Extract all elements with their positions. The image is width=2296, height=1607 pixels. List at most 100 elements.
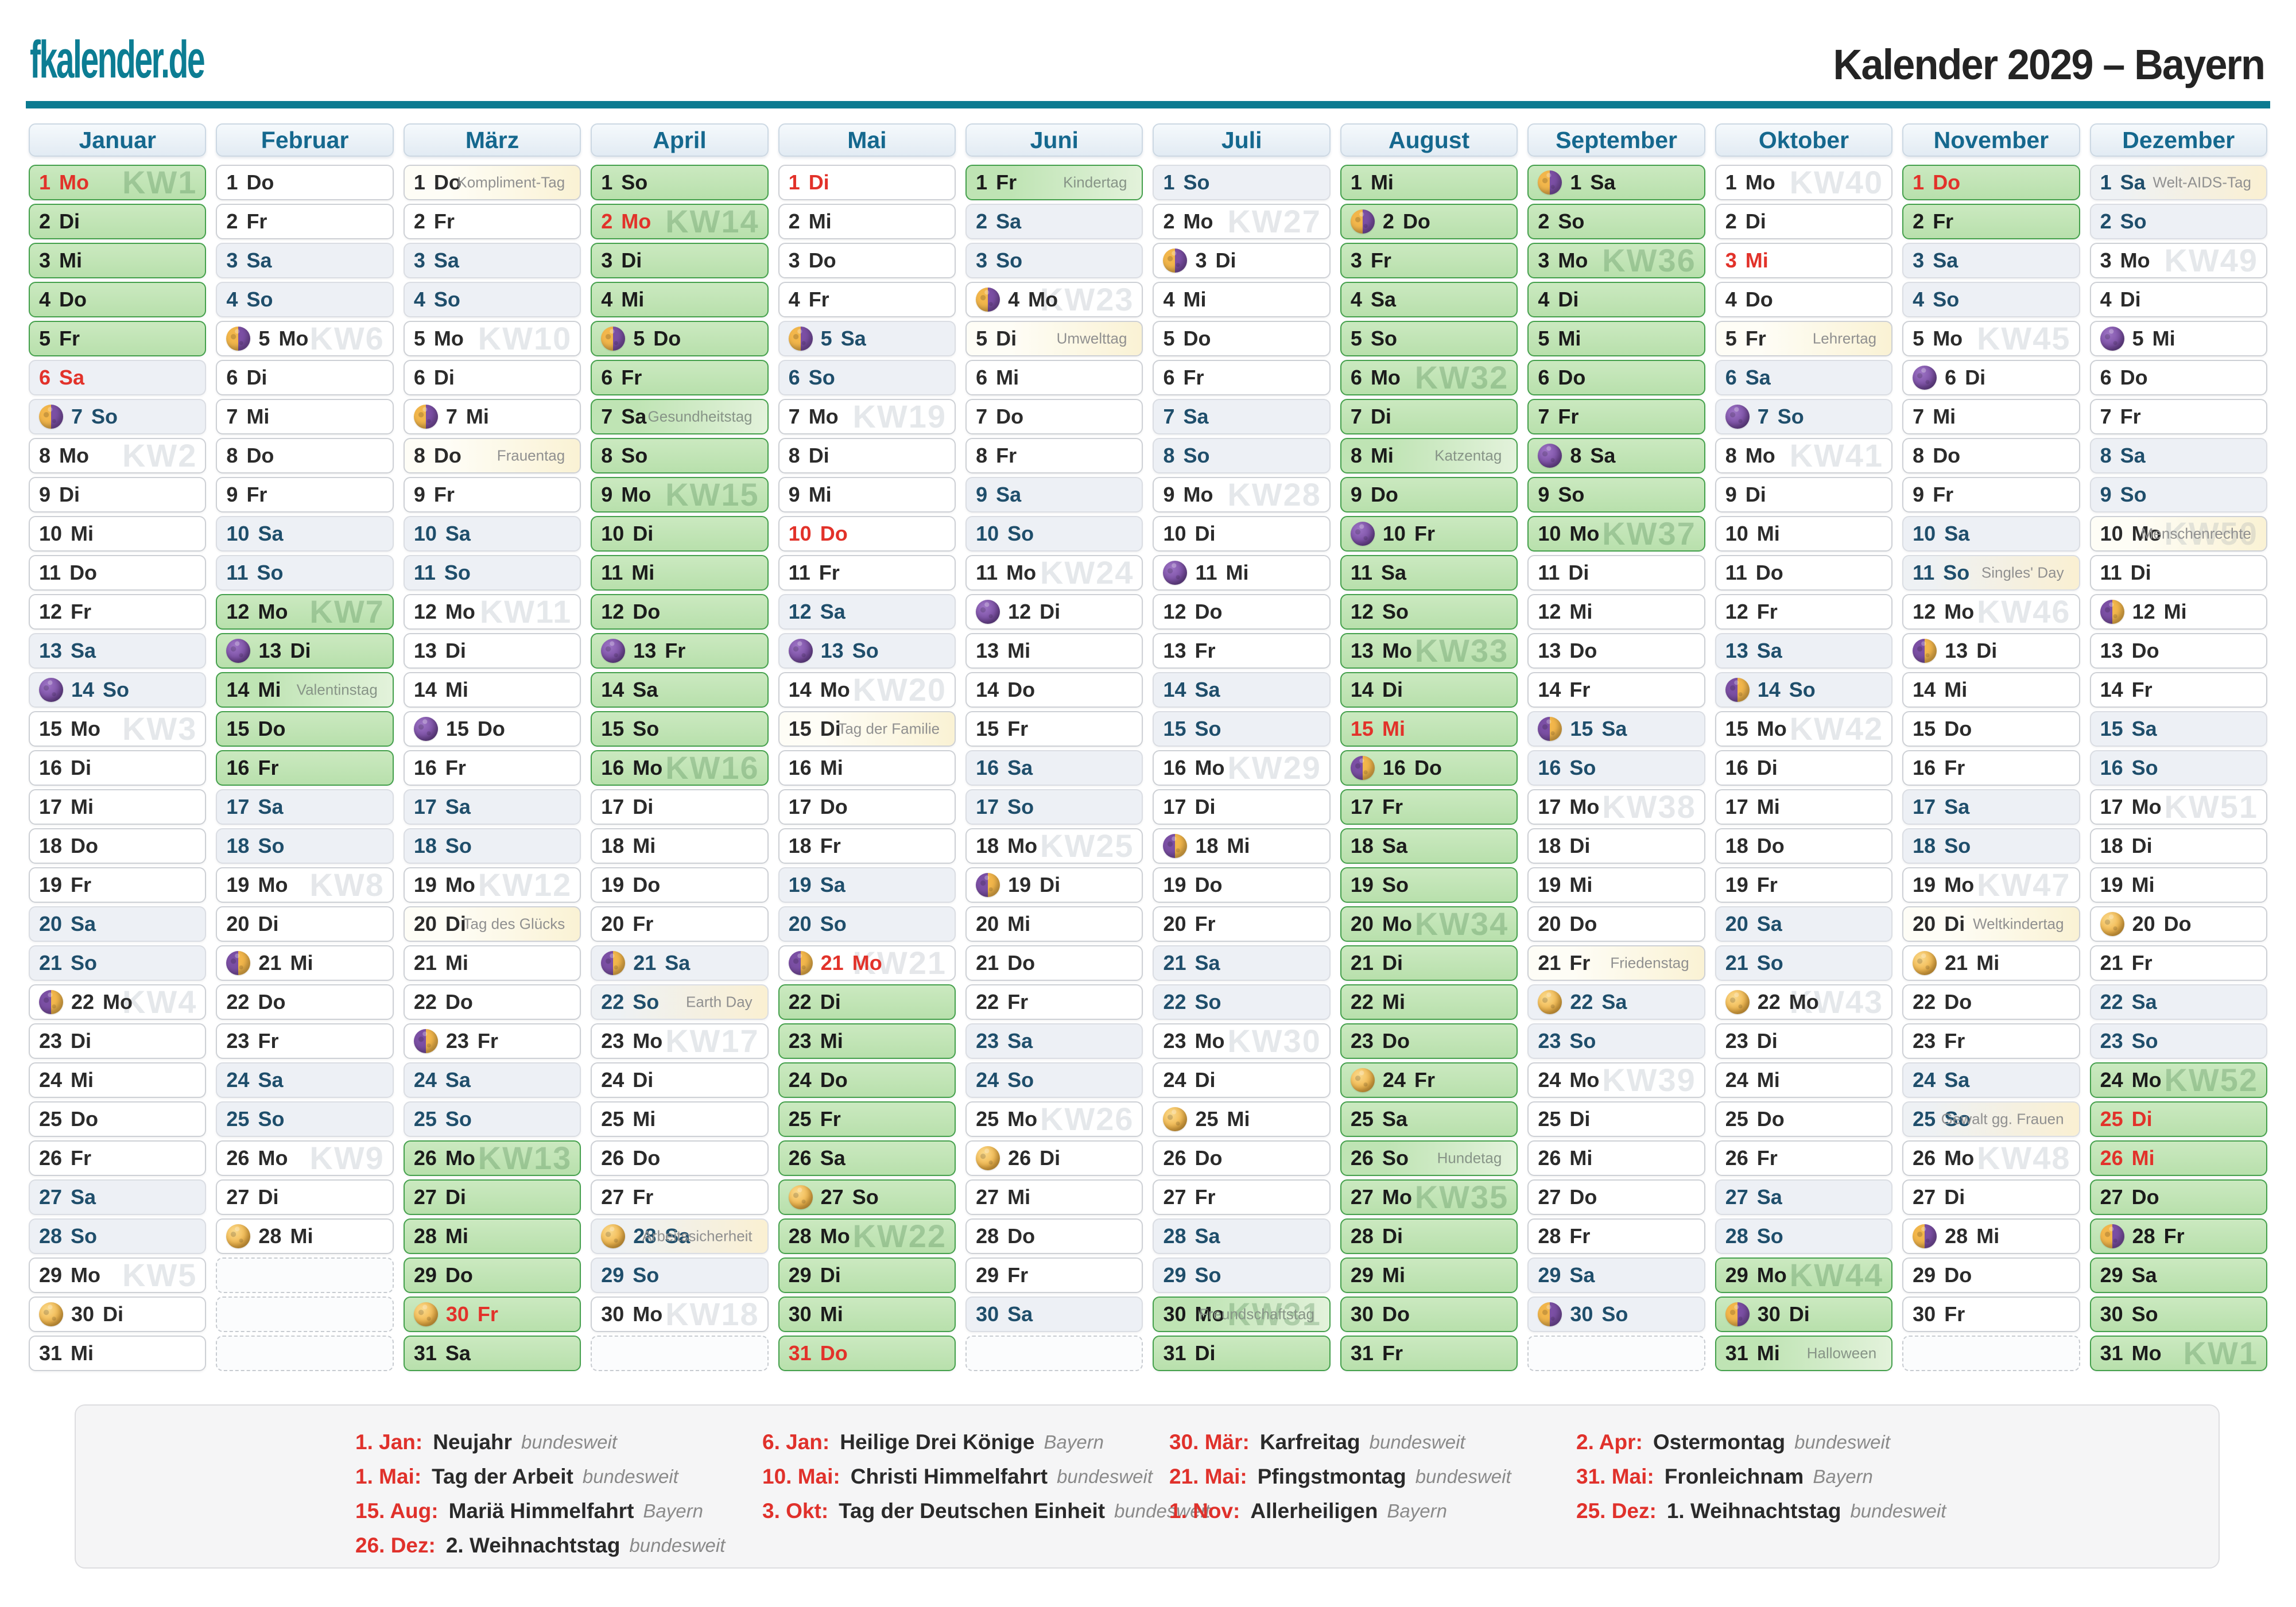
day-label: 15 So [1163, 717, 1221, 740]
day-label: 5 Fr [1725, 327, 1766, 350]
day-cell: 8 Fr [965, 438, 1143, 473]
day-cell: KW29 16 Mo [1153, 750, 1331, 786]
day-cell: 24 Sa [216, 1062, 394, 1098]
day-label: 25 So [1913, 1107, 1971, 1131]
day-label: 11 Mi [1195, 561, 1249, 584]
day-cell: 7 Sa Gesundheitstag [591, 399, 769, 434]
site-logo[interactable]: fkalender.de [30, 30, 205, 89]
day-label: 31 Di [1163, 1341, 1216, 1365]
week-number-watermark: KW43 [1789, 984, 1884, 1020]
day-label: 3 Sa [226, 249, 272, 272]
day-label: 21 Fr [2100, 951, 2152, 975]
month-header-oktober: Oktober [1715, 123, 1893, 157]
day-cell: 17 Fr [1340, 789, 1518, 825]
month-header-februar: Februar [216, 123, 394, 157]
day-cell: KW2 8 Mo [29, 438, 207, 473]
day-label: 20 Di [226, 912, 279, 936]
day-cell: 7 Do [965, 399, 1143, 434]
day-cell: 13 So [778, 633, 956, 669]
week-number-watermark: KW1 [122, 165, 197, 200]
day-label: 5 Fr [39, 327, 80, 350]
day-label: 13 Fr [1163, 639, 1216, 662]
day-cell: 8 Sa [1527, 438, 1705, 473]
day-cell: 24 Mi [1715, 1062, 1893, 1098]
day-cell: 9 Fr [403, 477, 581, 513]
legend-region: bundesweit [582, 1466, 678, 1487]
day-label: 11 Di [2100, 561, 2151, 584]
page-title: Kalender 2029 – Bayern [1833, 41, 2266, 88]
day-label: 21 Di [1350, 951, 1403, 975]
day-label: 27 Fr [601, 1185, 654, 1209]
day-cell: 20 Do [1527, 906, 1705, 942]
day-label: 21 Do [976, 951, 1035, 975]
day-cell: KW43 22 Mo [1715, 984, 1893, 1020]
day-label: 25 So [226, 1107, 285, 1131]
day-cell: 12 Do [591, 594, 769, 630]
day-cell: KW10 5 Mo [403, 321, 581, 356]
day-cell: KW45 5 Mo [1902, 321, 2080, 356]
moon-first-quarter-icon [1350, 756, 1375, 780]
day-cell: 30 So [1527, 1297, 1705, 1332]
day-cell: 7 Mi [403, 399, 581, 434]
day-label: 14 So [1757, 678, 1816, 701]
legend-date: 21. Mai: [1169, 1465, 1247, 1488]
legend-region: bundesweit [1369, 1431, 1465, 1453]
day-cell: KW6 5 Mo [216, 321, 394, 356]
legend-holiday-name: Christi Himmelfahrt [850, 1465, 1048, 1488]
day-label: 14 Di [1350, 678, 1403, 701]
empty-day-slot [965, 1336, 1143, 1371]
day-label: 26 Fr [1725, 1146, 1778, 1170]
day-cell: 8 Mi Katzentag [1340, 438, 1518, 473]
day-label: 25 Di [1538, 1107, 1591, 1131]
day-note-label: Freundschaftstag [1199, 1305, 1314, 1323]
day-label: 2 Di [39, 209, 80, 233]
day-cell: 21 Mi [403, 945, 581, 981]
week-number-watermark: KW46 [1976, 594, 2071, 630]
moon-new-icon [39, 678, 63, 702]
day-label: 13 Mi [976, 639, 1031, 662]
month-column-oktober: Oktober KW40 1 Mo 2 Di 3 Mi 4 Do 5 Fr Lehrertag 6 Sa 7 S… [1715, 123, 1893, 1375]
day-label: 15 Sa [2100, 717, 2157, 740]
day-cell: 3 Fr [1340, 243, 1518, 278]
day-cell: 10 Sa [403, 516, 581, 552]
day-cell: 19 Do [1153, 867, 1331, 903]
day-cell: 22 Do [1902, 984, 2080, 1020]
week-number-watermark: KW32 [1414, 360, 1509, 395]
day-label: 21 Sa [1163, 951, 1220, 975]
day-cell: 11 Do [29, 555, 207, 591]
day-label: 28 Fr [2132, 1224, 2185, 1248]
day-cell: 12 Fr [1715, 594, 1893, 630]
day-label: 30 Di [1757, 1302, 1810, 1326]
day-cell: 10 Sa [216, 516, 394, 552]
day-cell: 14 Do [965, 672, 1143, 708]
day-label: 10 Fr [1382, 522, 1435, 545]
day-cell: KW51 17 Mo [2089, 789, 2267, 825]
day-label: 10 Do [788, 522, 848, 545]
day-cell: 12 Sa [778, 594, 956, 630]
day-label: 11 Sa [1350, 561, 1407, 584]
day-label: 29 Mi [1350, 1263, 1405, 1287]
day-cell: 11 So Singles' Day [1902, 555, 2080, 591]
day-cell: 29 Fr [965, 1257, 1143, 1293]
day-cell: 16 Sa [965, 750, 1143, 786]
day-cell: 9 Sa [965, 477, 1143, 513]
day-cell: 15 Di Tag der Familie [778, 711, 956, 747]
day-cell: 18 Mi [1153, 828, 1331, 864]
day-label: 17 Mi [39, 795, 94, 818]
day-cell: 24 Di [591, 1062, 769, 1098]
legend-holiday-name: Tag der Arbeit [432, 1465, 573, 1488]
month-column-februar: Februar 1 Do 2 Fr 3 Sa 4 So KW6 5 Mo 6 Di 7 Mi 8 Do 9 Fr 10 S… [216, 123, 394, 1375]
day-cell: 18 Di [2089, 828, 2267, 864]
moon-new-icon [1350, 522, 1375, 546]
day-label: 13 Di [1945, 639, 1998, 662]
day-cell: 4 Do [29, 282, 207, 317]
day-label: 6 Sa [1725, 366, 1771, 389]
day-cell: 22 So Earth Day [591, 984, 769, 1020]
day-label: 10 Mo [2100, 522, 2162, 545]
day-label: 18 Di [2100, 834, 2152, 857]
day-label: 11 Do [39, 561, 98, 584]
day-label: 17 Fr [1350, 795, 1403, 818]
day-label: 9 Fr [226, 483, 267, 506]
day-cell: 28 Sa [1153, 1218, 1331, 1254]
month-header-november: November [1902, 123, 2080, 157]
